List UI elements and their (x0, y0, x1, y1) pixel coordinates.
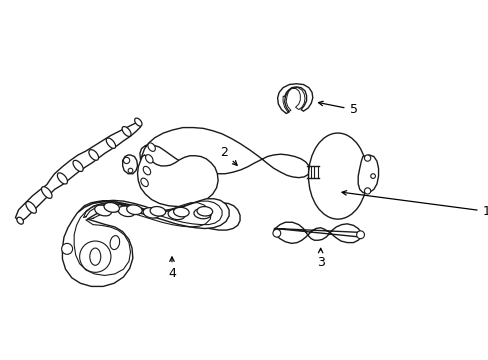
Polygon shape (16, 122, 141, 222)
Ellipse shape (173, 207, 189, 217)
Polygon shape (140, 127, 309, 177)
Ellipse shape (143, 166, 150, 175)
Ellipse shape (26, 202, 36, 213)
Ellipse shape (104, 203, 119, 212)
Text: 2: 2 (220, 146, 237, 165)
Polygon shape (62, 199, 228, 287)
Text: 5: 5 (318, 101, 357, 116)
Ellipse shape (110, 235, 120, 249)
Ellipse shape (150, 207, 165, 216)
Polygon shape (122, 155, 137, 174)
Circle shape (272, 229, 280, 237)
Circle shape (370, 174, 375, 179)
Ellipse shape (57, 173, 67, 184)
Circle shape (123, 157, 129, 163)
Ellipse shape (41, 187, 52, 198)
Ellipse shape (122, 127, 131, 136)
Circle shape (356, 231, 364, 239)
Ellipse shape (106, 138, 115, 148)
Circle shape (80, 241, 111, 272)
Polygon shape (358, 155, 378, 193)
Circle shape (364, 155, 370, 161)
Ellipse shape (147, 143, 155, 151)
Circle shape (128, 168, 133, 173)
Ellipse shape (17, 217, 23, 224)
Polygon shape (273, 222, 361, 243)
Ellipse shape (194, 208, 211, 219)
Ellipse shape (126, 205, 142, 215)
Ellipse shape (90, 248, 101, 265)
Circle shape (364, 188, 370, 194)
Polygon shape (137, 155, 218, 207)
Ellipse shape (168, 209, 185, 220)
Polygon shape (277, 84, 312, 113)
Ellipse shape (134, 118, 142, 126)
Ellipse shape (73, 160, 83, 171)
Ellipse shape (95, 205, 111, 216)
Ellipse shape (141, 178, 148, 186)
Ellipse shape (118, 206, 135, 217)
Circle shape (61, 243, 72, 254)
Text: 1: 1 (341, 191, 488, 218)
Ellipse shape (308, 133, 366, 219)
Text: 4: 4 (168, 257, 176, 280)
Ellipse shape (145, 155, 153, 163)
Polygon shape (76, 201, 240, 230)
Ellipse shape (89, 150, 99, 160)
Ellipse shape (197, 207, 212, 216)
Ellipse shape (143, 208, 160, 218)
Text: 3: 3 (316, 248, 324, 269)
